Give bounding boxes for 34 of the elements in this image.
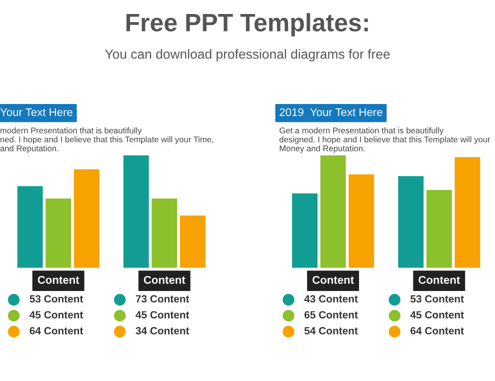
bar [398, 176, 424, 268]
bar [123, 155, 149, 268]
bar [348, 174, 374, 268]
bar [426, 190, 452, 268]
data-label: 53 Content [30, 295, 84, 303]
data-label: 45 Content [410, 311, 464, 318]
x-tick-label: Content [144, 276, 186, 284]
bar [17, 186, 43, 268]
data-label: 43 Content [304, 295, 358, 303]
chart-title: 2019 Your Text Here [280, 108, 382, 116]
bar [74, 169, 100, 268]
data-label: 45 Content [136, 311, 190, 318]
bar [180, 215, 206, 268]
data-label: 64 Content [410, 327, 464, 334]
bar [152, 198, 178, 268]
text: Free PPT Templates: [126, 13, 368, 36]
bar [292, 193, 318, 268]
data-label: 64 Content [30, 327, 84, 334]
data-label: 45 Content [30, 311, 84, 318]
data-label: 73 Content [136, 295, 190, 303]
data-label: 65 Content [304, 311, 358, 318]
bar [454, 157, 480, 268]
bar [320, 155, 346, 268]
x-tick-label: Content [38, 276, 80, 284]
chart-title: Your Text Here [0, 108, 72, 116]
data-label: 53 Content [410, 295, 464, 303]
x-tick-label: Content [312, 276, 354, 284]
data-label: 54 Content [304, 327, 358, 334]
text: You can download professional diagrams for free [105, 49, 390, 62]
x-tick-label: Content [418, 276, 460, 284]
bar [46, 198, 72, 268]
chart-subtitle: Get a modern Presentation that is beautifully designed. I hope and I believe that this Template will your Money and Reputation. [280, 127, 490, 154]
chart-subtitle: modern Presentation that is beautifully ned. I hope and I believe that this Template will your Time, and Reputation. [0, 127, 214, 154]
data-label: 34 Content [136, 327, 190, 334]
